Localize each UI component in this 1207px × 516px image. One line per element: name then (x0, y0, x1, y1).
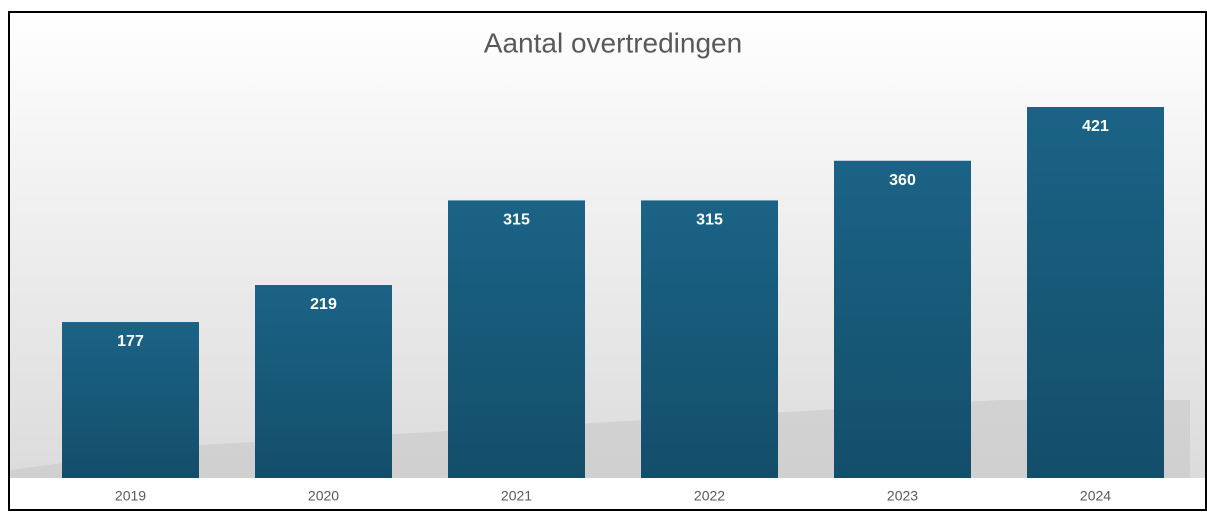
x-tick-label: 2019 (115, 488, 146, 504)
bar (62, 322, 199, 478)
x-tick-label: 2020 (308, 488, 339, 504)
bar (641, 200, 778, 478)
data-label: 315 (696, 212, 723, 229)
data-label: 177 (117, 333, 144, 350)
data-label: 219 (310, 296, 337, 313)
x-tick-label: 2023 (887, 488, 918, 504)
x-tick-label: 2021 (501, 488, 532, 504)
data-label: 421 (1082, 118, 1109, 135)
axis-band (10, 478, 1205, 509)
bar (255, 285, 392, 478)
x-tick-label: 2022 (694, 488, 725, 504)
bar (448, 200, 585, 478)
data-label: 315 (503, 212, 530, 229)
chart-title: Aantal overtredingen (484, 27, 742, 58)
bar (834, 160, 971, 478)
bar (1027, 107, 1164, 478)
data-label: 360 (889, 172, 916, 189)
x-tick-label: 2024 (1080, 488, 1111, 504)
